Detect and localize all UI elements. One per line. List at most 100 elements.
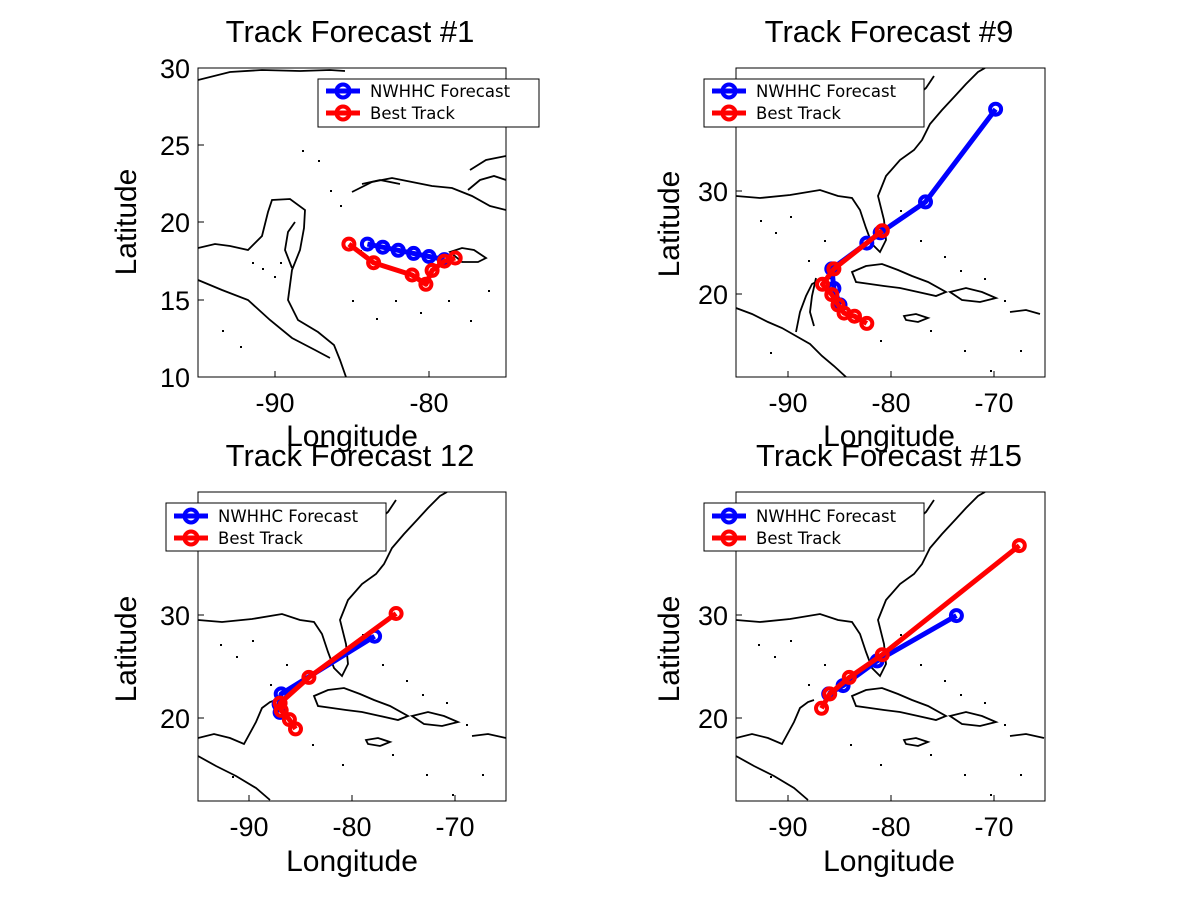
y-axis-label: Latitude	[653, 596, 686, 703]
track-point-best-track	[1011, 538, 1027, 554]
map-specks	[758, 634, 1022, 796]
legend-box	[317, 78, 540, 128]
legend-marker-best-track	[182, 529, 200, 547]
track-point-best-track	[874, 647, 890, 663]
x-tick-label: -90	[229, 812, 268, 842]
legend-marker-forecast	[720, 507, 738, 525]
plot-area-3	[271, 606, 404, 737]
series-line-forecast	[366, 241, 445, 263]
y-tick-label: 15	[160, 286, 190, 316]
x-tick-label: -90	[768, 812, 807, 842]
legend: NWHHC Forecast Best Track	[703, 78, 925, 128]
legend-marker-forecast	[334, 82, 352, 100]
panel-2: Track Forecast #9 20 30 4 -90 -80 -70 Lo…	[653, 14, 1046, 453]
panel-1: Track Forecast #1 10 15 20 25 30 -90 -80…	[110, 14, 540, 453]
y-tick-label: 20	[160, 704, 190, 734]
legend: NWHHC Forecast Best Track	[317, 78, 540, 128]
y-tick-label: 30	[160, 54, 190, 84]
track-point-best-track	[366, 255, 382, 271]
track-point-best-track	[874, 223, 890, 239]
x-tick-label: -70	[974, 812, 1013, 842]
map-specks	[220, 634, 484, 796]
panel-4: Track Forecast #15 20 30 4 -90 -80 -70 L…	[653, 438, 1046, 878]
coastline-map	[198, 69, 506, 377]
track-point-best-track	[822, 686, 838, 702]
track-point-forecast	[421, 249, 437, 264]
plot-area-2	[815, 101, 1004, 331]
legend: NWHHC Forecast Best Track	[703, 502, 925, 552]
track-point-best-track	[272, 695, 288, 711]
track-point-forecast	[859, 235, 875, 251]
legend-label-forecast: NWHHC Forecast	[756, 507, 897, 526]
x-tick-label: -70	[435, 812, 474, 842]
y-tick-label: 25	[160, 131, 190, 161]
x-tick-label: -80	[332, 812, 371, 842]
x-tick-label: -80	[871, 388, 910, 418]
coastline-map	[198, 492, 506, 801]
y-tick-label: 30	[160, 601, 190, 631]
y-axis-label: Latitude	[110, 169, 143, 276]
track-point-best-track	[341, 236, 357, 252]
legend-marker-forecast	[182, 507, 200, 525]
track-point-best-track	[830, 297, 846, 313]
y-tick-label: 20	[698, 704, 728, 734]
track-point-forecast	[988, 101, 1004, 117]
x-tick-label: -90	[768, 388, 807, 418]
legend-label-best-track: Best Track	[756, 104, 841, 123]
track-point-forecast	[918, 194, 933, 210]
plot-area-1	[341, 236, 463, 292]
x-axis-label: Longitude	[286, 845, 418, 878]
legend-label-forecast: NWHHC Forecast	[218, 507, 359, 526]
track-point-best-track	[826, 261, 842, 277]
track-point-best-track	[814, 700, 829, 716]
legend-marker-best-track	[334, 104, 352, 122]
track-point-best-track	[815, 276, 830, 292]
y-tick-label: 20	[698, 280, 728, 310]
plot-area-4	[814, 538, 1027, 716]
track-point-forecast	[390, 242, 406, 258]
track-point-best-track	[824, 287, 840, 303]
legend-box	[165, 502, 387, 552]
track-point-best-track	[301, 669, 317, 685]
x-tick-label: -70	[974, 388, 1013, 418]
legend-marker-forecast	[720, 82, 738, 100]
track-point-forecast	[406, 245, 422, 261]
map-specks	[760, 210, 1022, 372]
legend-marker-best-track	[720, 104, 738, 122]
track-point-best-track	[273, 702, 289, 718]
y-tick-label: 20	[160, 208, 190, 238]
track-point-best-track	[841, 669, 857, 685]
coastline-map	[736, 492, 1045, 801]
legend: NWHHC Forecast Best Track	[165, 502, 387, 552]
x-axis-label: Longitude	[823, 420, 955, 453]
y-axis-label: Latitude	[110, 596, 143, 703]
y-tick-label: 10	[160, 363, 190, 393]
chart-title: Track Forecast #9	[765, 14, 1014, 49]
x-tick-label: -80	[409, 388, 448, 418]
coastline-map	[736, 68, 1041, 377]
legend-label-forecast: NWHHC Forecast	[756, 82, 897, 101]
track-point-best-track	[424, 262, 440, 278]
x-axis-label: Longitude	[823, 845, 955, 878]
legend-label-best-track: Best Track	[370, 104, 455, 123]
track-point-best-track	[388, 606, 404, 621]
series-line-best-track	[347, 242, 456, 287]
chart-title: Track Forecast #15	[756, 438, 1022, 473]
y-tick-label: 30	[698, 601, 728, 631]
legend-box	[703, 502, 925, 552]
track-point-best-track	[418, 276, 434, 292]
y-axis-label: Latitude	[653, 171, 686, 278]
track-point-best-track	[859, 315, 875, 331]
legend-label-forecast: NWHHC Forecast	[370, 82, 511, 101]
track-point-forecast	[359, 236, 375, 252]
track-point-forecast	[375, 239, 391, 255]
track-point-best-track	[404, 267, 420, 283]
legend-marker-best-track	[720, 529, 738, 547]
series-line-forecast	[829, 107, 998, 306]
track-point-forecast	[948, 608, 964, 624]
x-tick-label: -90	[255, 388, 294, 418]
legend-label-best-track: Best Track	[756, 529, 841, 548]
x-axis-label: Longitude	[286, 420, 418, 453]
x-tick-label: -80	[871, 812, 910, 842]
